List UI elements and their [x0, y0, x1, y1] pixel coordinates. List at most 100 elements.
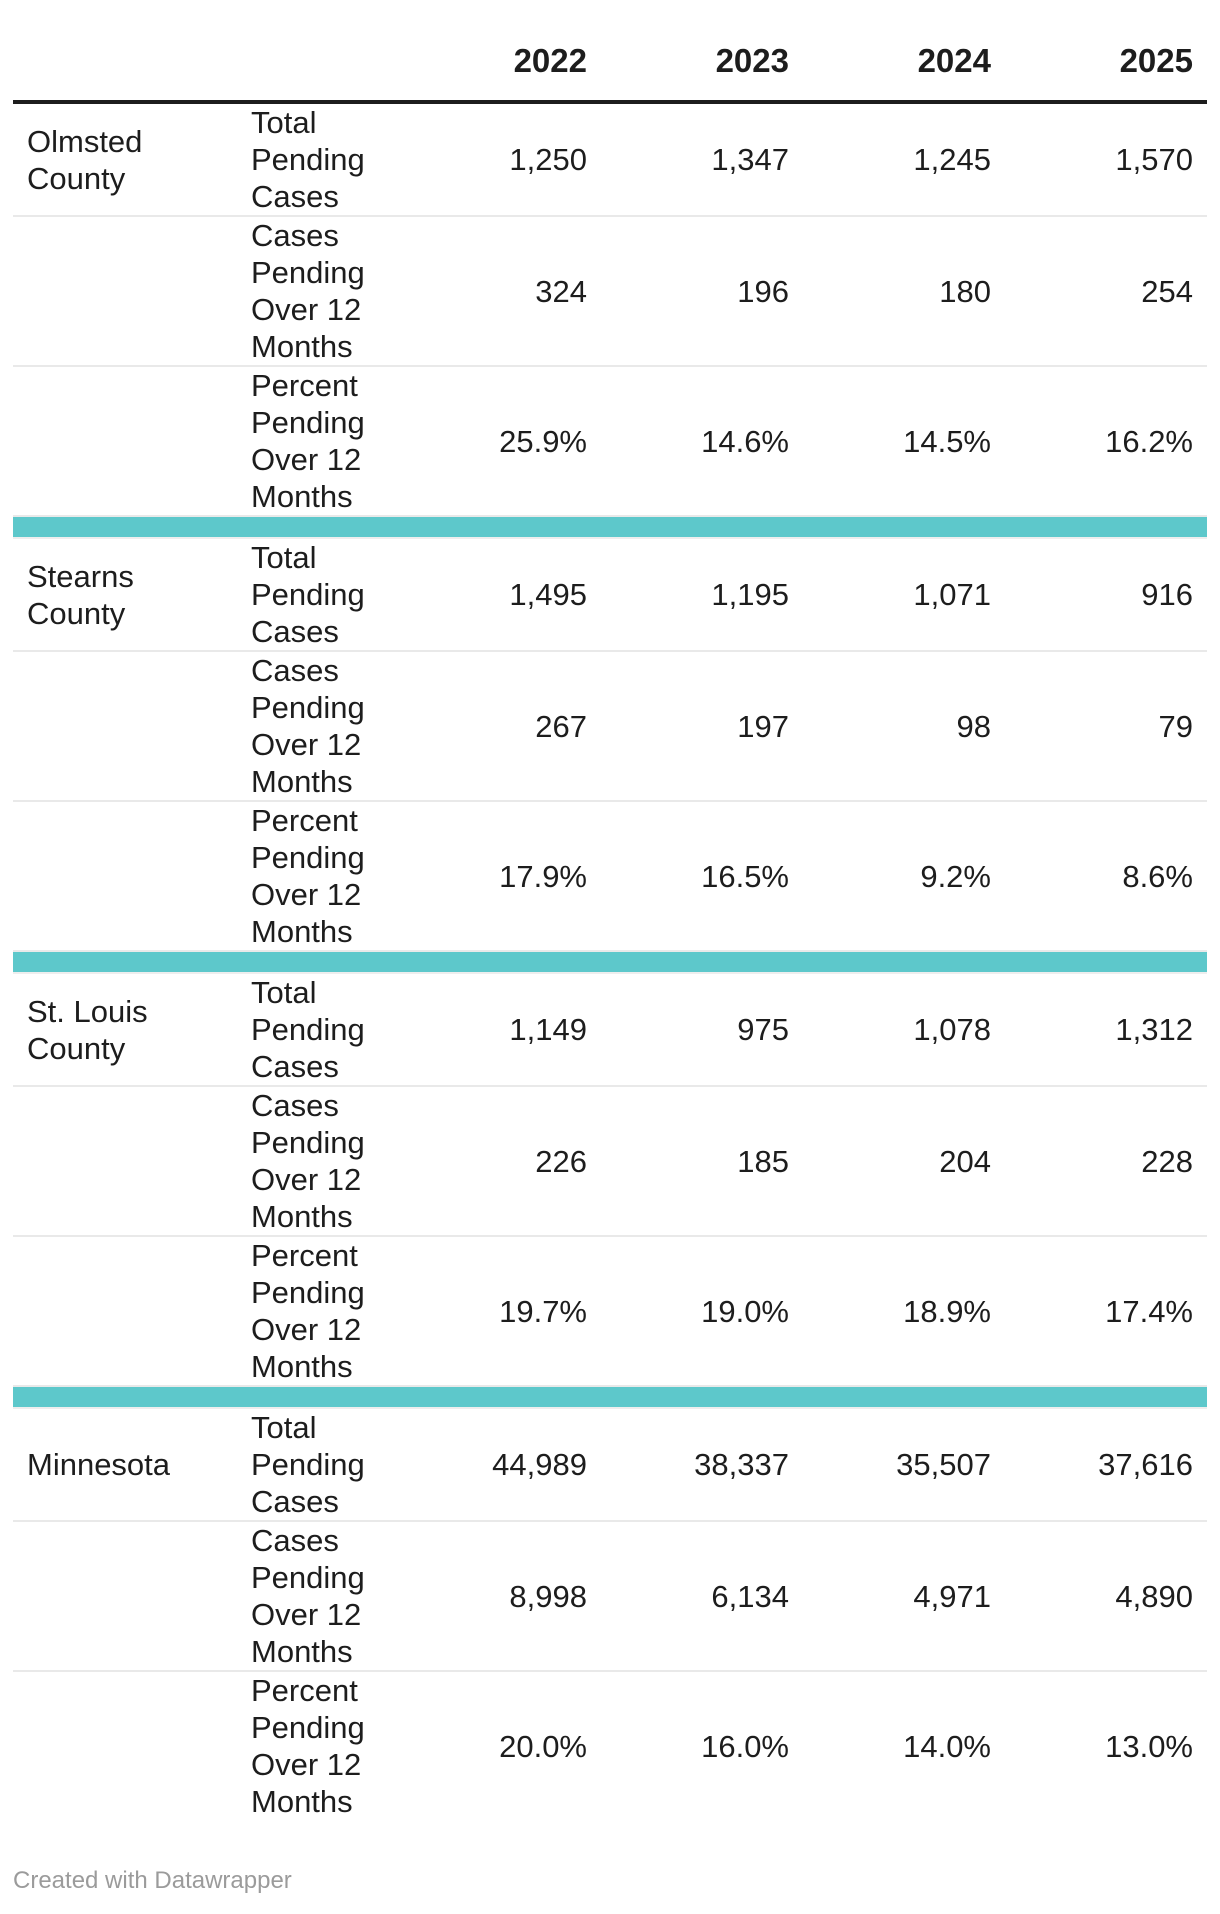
value-cell: 4,890: [1005, 1521, 1207, 1672]
value-cell: 1,071: [803, 538, 1005, 652]
value-cell: 19.0%: [601, 1236, 803, 1387]
value-cell: 267: [399, 651, 601, 802]
county-cell: [13, 651, 239, 802]
county-cell: Stearns County: [13, 538, 239, 652]
value-cell: 1,495: [399, 538, 601, 652]
value-cell: 1,250: [399, 102, 601, 217]
value-cell: 37,616: [1005, 1408, 1207, 1522]
value-cell: 1,149: [399, 973, 601, 1087]
value-cell: 16.5%: [601, 801, 803, 952]
group-separator: [13, 951, 1207, 974]
value-cell: 1,347: [601, 102, 803, 217]
value-cell: 180: [803, 216, 1005, 367]
metric-column-header: [239, 0, 399, 104]
metric-cell: Cases Pending Over 12 Months: [239, 216, 399, 367]
table-row: Cases Pending Over 12 Months 324 196 180 254: [13, 216, 1207, 367]
table-row: Percent Pending Over 12 Months 25.9% 14.6%…: [13, 366, 1207, 517]
table-row: Cases Pending Over 12 Months 226 185 204 228: [13, 1086, 1207, 1237]
county-cell: [13, 216, 239, 367]
table-row: Percent Pending Over 12 Months 19.7% 19.0%…: [13, 1236, 1207, 1387]
value-cell: 6,134: [601, 1521, 803, 1672]
value-cell: 324: [399, 216, 601, 367]
value-cell: 916: [1005, 538, 1207, 652]
year-column-header: 2024: [803, 0, 1005, 104]
county-cell: Minnesota: [13, 1408, 239, 1522]
value-cell: 228: [1005, 1086, 1207, 1237]
table-row: Cases Pending Over 12 Months 267 197 98 79: [13, 651, 1207, 802]
value-cell: 1,570: [1005, 102, 1207, 217]
table-row: Percent Pending Over 12 Months 20.0% 16.0%…: [13, 1671, 1207, 1820]
value-cell: 8,998: [399, 1521, 601, 1672]
datawrapper-credit-link[interactable]: Created with Datawrapper: [13, 1867, 292, 1894]
value-cell: 16.2%: [1005, 366, 1207, 517]
value-cell: 1,195: [601, 538, 803, 652]
county-cell: [13, 1521, 239, 1672]
value-cell: 19.7%: [399, 1236, 601, 1387]
table-row: Stearns County Total Pending Cases 1,495 1,…: [13, 538, 1207, 652]
county-cell: [13, 801, 239, 952]
value-cell: 975: [601, 973, 803, 1087]
year-column-header: 2025: [1005, 0, 1207, 104]
county-column-header: [13, 0, 239, 104]
value-cell: 9.2%: [803, 801, 1005, 952]
value-cell: 17.4%: [1005, 1236, 1207, 1387]
table-row: St. Louis County Total Pending Cases 1,149…: [13, 973, 1207, 1087]
value-cell: 1,245: [803, 102, 1005, 217]
table-row: Minnesota Total Pending Cases 44,989 38,337…: [13, 1408, 1207, 1522]
metric-cell: Total Pending Cases: [239, 538, 399, 652]
table-row: Olmsted County Total Pending Cases 1,250 1,…: [13, 102, 1207, 217]
value-cell: 25.9%: [399, 366, 601, 517]
county-cell: [13, 1086, 239, 1237]
metric-cell: Total Pending Cases: [239, 973, 399, 1087]
group-separator: [13, 1386, 1207, 1409]
table-container: 2022 2023 2024 2025 Olmsted County Total …: [13, 0, 1207, 1820]
metric-cell: Percent Pending Over 12 Months: [239, 1236, 399, 1387]
table-row: Cases Pending Over 12 Months 8,998 6,134 4,…: [13, 1521, 1207, 1672]
value-cell: 197: [601, 651, 803, 802]
county-cell: Olmsted County: [13, 102, 239, 217]
value-cell: 14.0%: [903, 1728, 991, 1764]
value-cell: 98: [803, 651, 1005, 802]
metric-cell: Percent Pending Over 12 Months: [239, 801, 399, 952]
value-cell: 254: [1005, 216, 1207, 367]
county-cell: St. Louis County: [13, 973, 239, 1087]
value-cell: 38,337: [601, 1408, 803, 1522]
county-cell: [13, 1236, 239, 1387]
value-cell: 16.0%: [701, 1728, 789, 1764]
year-column-header: 2022: [399, 0, 601, 104]
value-cell: 196: [601, 216, 803, 367]
value-cell: 185: [601, 1086, 803, 1237]
value-cell: 4,971: [803, 1521, 1005, 1672]
value-cell: 226: [399, 1086, 601, 1237]
metric-cell: Cases Pending Over 12 Months: [239, 651, 399, 802]
value-cell: 204: [803, 1086, 1005, 1237]
metric-cell: Percent Pending Over 12 Months: [239, 366, 399, 517]
value-cell: 8.6%: [1005, 801, 1207, 952]
metric-cell: Cases Pending Over 12 Months: [239, 1521, 399, 1672]
table-body: Olmsted County Total Pending Cases 1,250 1,…: [13, 102, 1207, 1820]
header-row: 2022 2023 2024 2025: [13, 0, 1207, 104]
group-separator-bar: [13, 1386, 1207, 1409]
value-cell: 14.5%: [803, 366, 1005, 517]
value-cell: 35,507: [803, 1408, 1005, 1522]
group-separator-bar: [13, 516, 1207, 539]
value-cell: 17.9%: [399, 801, 601, 952]
county-cell: [13, 366, 239, 517]
table-header: 2022 2023 2024 2025: [13, 0, 1207, 104]
value-cell: 14.6%: [601, 366, 803, 517]
table-row: Percent Pending Over 12 Months 17.9% 16.5%…: [13, 801, 1207, 952]
metric-cell: Total Pending Cases: [239, 102, 399, 217]
group-separator-bar: [13, 951, 1207, 974]
county-cell: [13, 1671, 239, 1820]
value-cell: 18.9%: [803, 1236, 1005, 1387]
year-column-header: 2023: [601, 0, 803, 104]
value-cell: 79: [1005, 651, 1207, 802]
value-cell: 13.0%: [1105, 1728, 1193, 1764]
value-cell: 1,078: [803, 973, 1005, 1087]
value-cell: 44,989: [399, 1408, 601, 1522]
metric-cell: Cases Pending Over 12 Months: [239, 1086, 399, 1237]
metric-cell: Percent Pending Over 12 Months: [251, 1673, 365, 1819]
metric-cell: Total Pending Cases: [239, 1408, 399, 1522]
group-separator: [13, 516, 1207, 539]
pending-cases-table: 2022 2023 2024 2025 Olmsted County Total …: [13, 0, 1207, 1820]
